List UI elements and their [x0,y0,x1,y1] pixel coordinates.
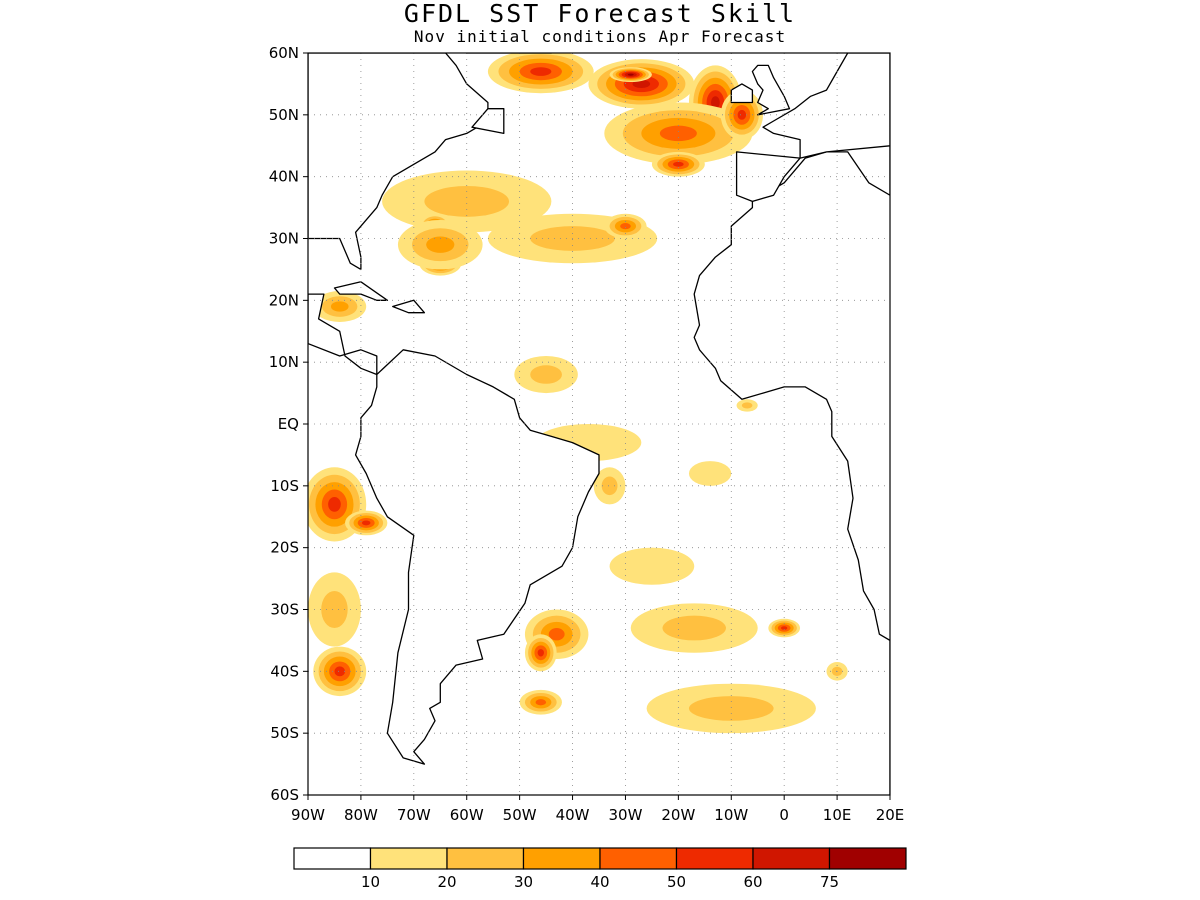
skill-contour-patch [530,67,552,76]
lat-lon-grid [308,53,890,795]
skill-contour-patch [627,73,634,76]
skill-contour-patch [609,547,695,585]
skill-contour-patch [620,223,631,230]
skill-contour-patch [426,236,455,253]
skill-contour-patch [688,461,732,486]
lon-label: 70W [397,806,431,824]
colorbar: 10 20 30 40 50 60 75 [293,847,907,891]
skill-contour-patch [781,626,788,630]
lon-label: 80W [344,806,378,824]
lat-label: 60N [269,44,299,62]
colorbar-label: 50 [667,873,686,891]
colorbar-label: 40 [590,873,609,891]
lon-label: 30W [608,806,642,824]
lon-label: 0 [779,806,789,824]
skill-contour-patch [537,649,544,657]
skill-contour-patch [424,185,510,217]
land-layer [308,53,890,795]
skill-contour-patch [334,666,346,677]
colorbar-swatch [522,847,601,870]
skill-contour-patch [632,79,651,89]
lat-label: 10N [269,353,299,371]
skill-contour-patch [321,590,348,629]
landmass-great-britain [751,64,791,116]
skill-contour-patch [737,109,747,120]
lon-label: 20W [661,806,695,824]
skill-contour-patch [530,365,562,384]
lat-label: 60S [270,786,299,804]
colorbar-label: 20 [437,873,456,891]
landmass-hispaniola [392,299,426,314]
lat-label: 40S [270,662,299,680]
skill-contour-patch [673,161,684,167]
skill-contour-patch [535,699,547,706]
colorbar-swatch [599,847,678,870]
skill-contour-patch [710,96,720,109]
skill-contour-patch [688,696,774,721]
landmass-central-america [308,293,378,376]
lon-label: 60W [450,806,484,824]
lon-label: 10E [823,806,852,824]
landmass-greenland [466,53,553,54]
skill-contour-patch [662,615,726,641]
colorbar-swatch [675,847,754,870]
map-subtitle: Nov initial conditions Apr Forecast [413,27,787,46]
skill-contour-patch [601,476,618,496]
landmass-south-america [354,349,600,765]
skill-contours [308,53,848,734]
lat-label: 20N [269,291,299,309]
skill-contour-patch [330,301,349,312]
skill-contour-patch [328,496,341,512]
colorbar-label: 60 [743,873,762,891]
lon-label: 20E [876,806,905,824]
colorbar-swatch [293,847,372,870]
lon-label: 90W [291,806,325,824]
colorbar-label: 10 [361,873,380,891]
skill-contour-patch [361,520,371,526]
colorbar-swatch [446,847,525,870]
lat-label: EQ [278,415,299,433]
lon-label: 40W [556,806,590,824]
colorbar-swatch [828,847,907,870]
landmass-ireland [730,83,754,104]
landmass-north-america [308,53,489,271]
colorbar-swatch [752,847,831,870]
latitude-labels: 60N 50N 40N 30N 20N 10N EQ 10S 20S 30S 40S 50S 60S [269,44,308,804]
lon-label: 10W [714,806,748,824]
lon-label: 50W [503,806,537,824]
colorbar-label: 75 [820,873,839,891]
colorbar-swatch [369,847,448,870]
lat-label: 50N [269,106,299,124]
skill-contour-patch [548,628,565,641]
lat-label: 10S [270,477,299,495]
skill-contour-patch [659,125,697,142]
map-title: GFDL SST Forecast Skill [403,0,797,28]
landmass-iberia-france [735,53,890,203]
lat-label: 50S [270,724,299,742]
lat-label: 40N [269,168,299,186]
longitude-labels: 90W 80W 70W 60W 50W 40W 30W 20W 10W 0 10E 20E [291,795,904,824]
colorbar-label: 30 [514,873,533,891]
lat-label: 30S [270,601,299,619]
lat-label: 20S [270,539,299,557]
skill-contour-patch [741,402,753,409]
lat-label: 30N [269,230,299,248]
